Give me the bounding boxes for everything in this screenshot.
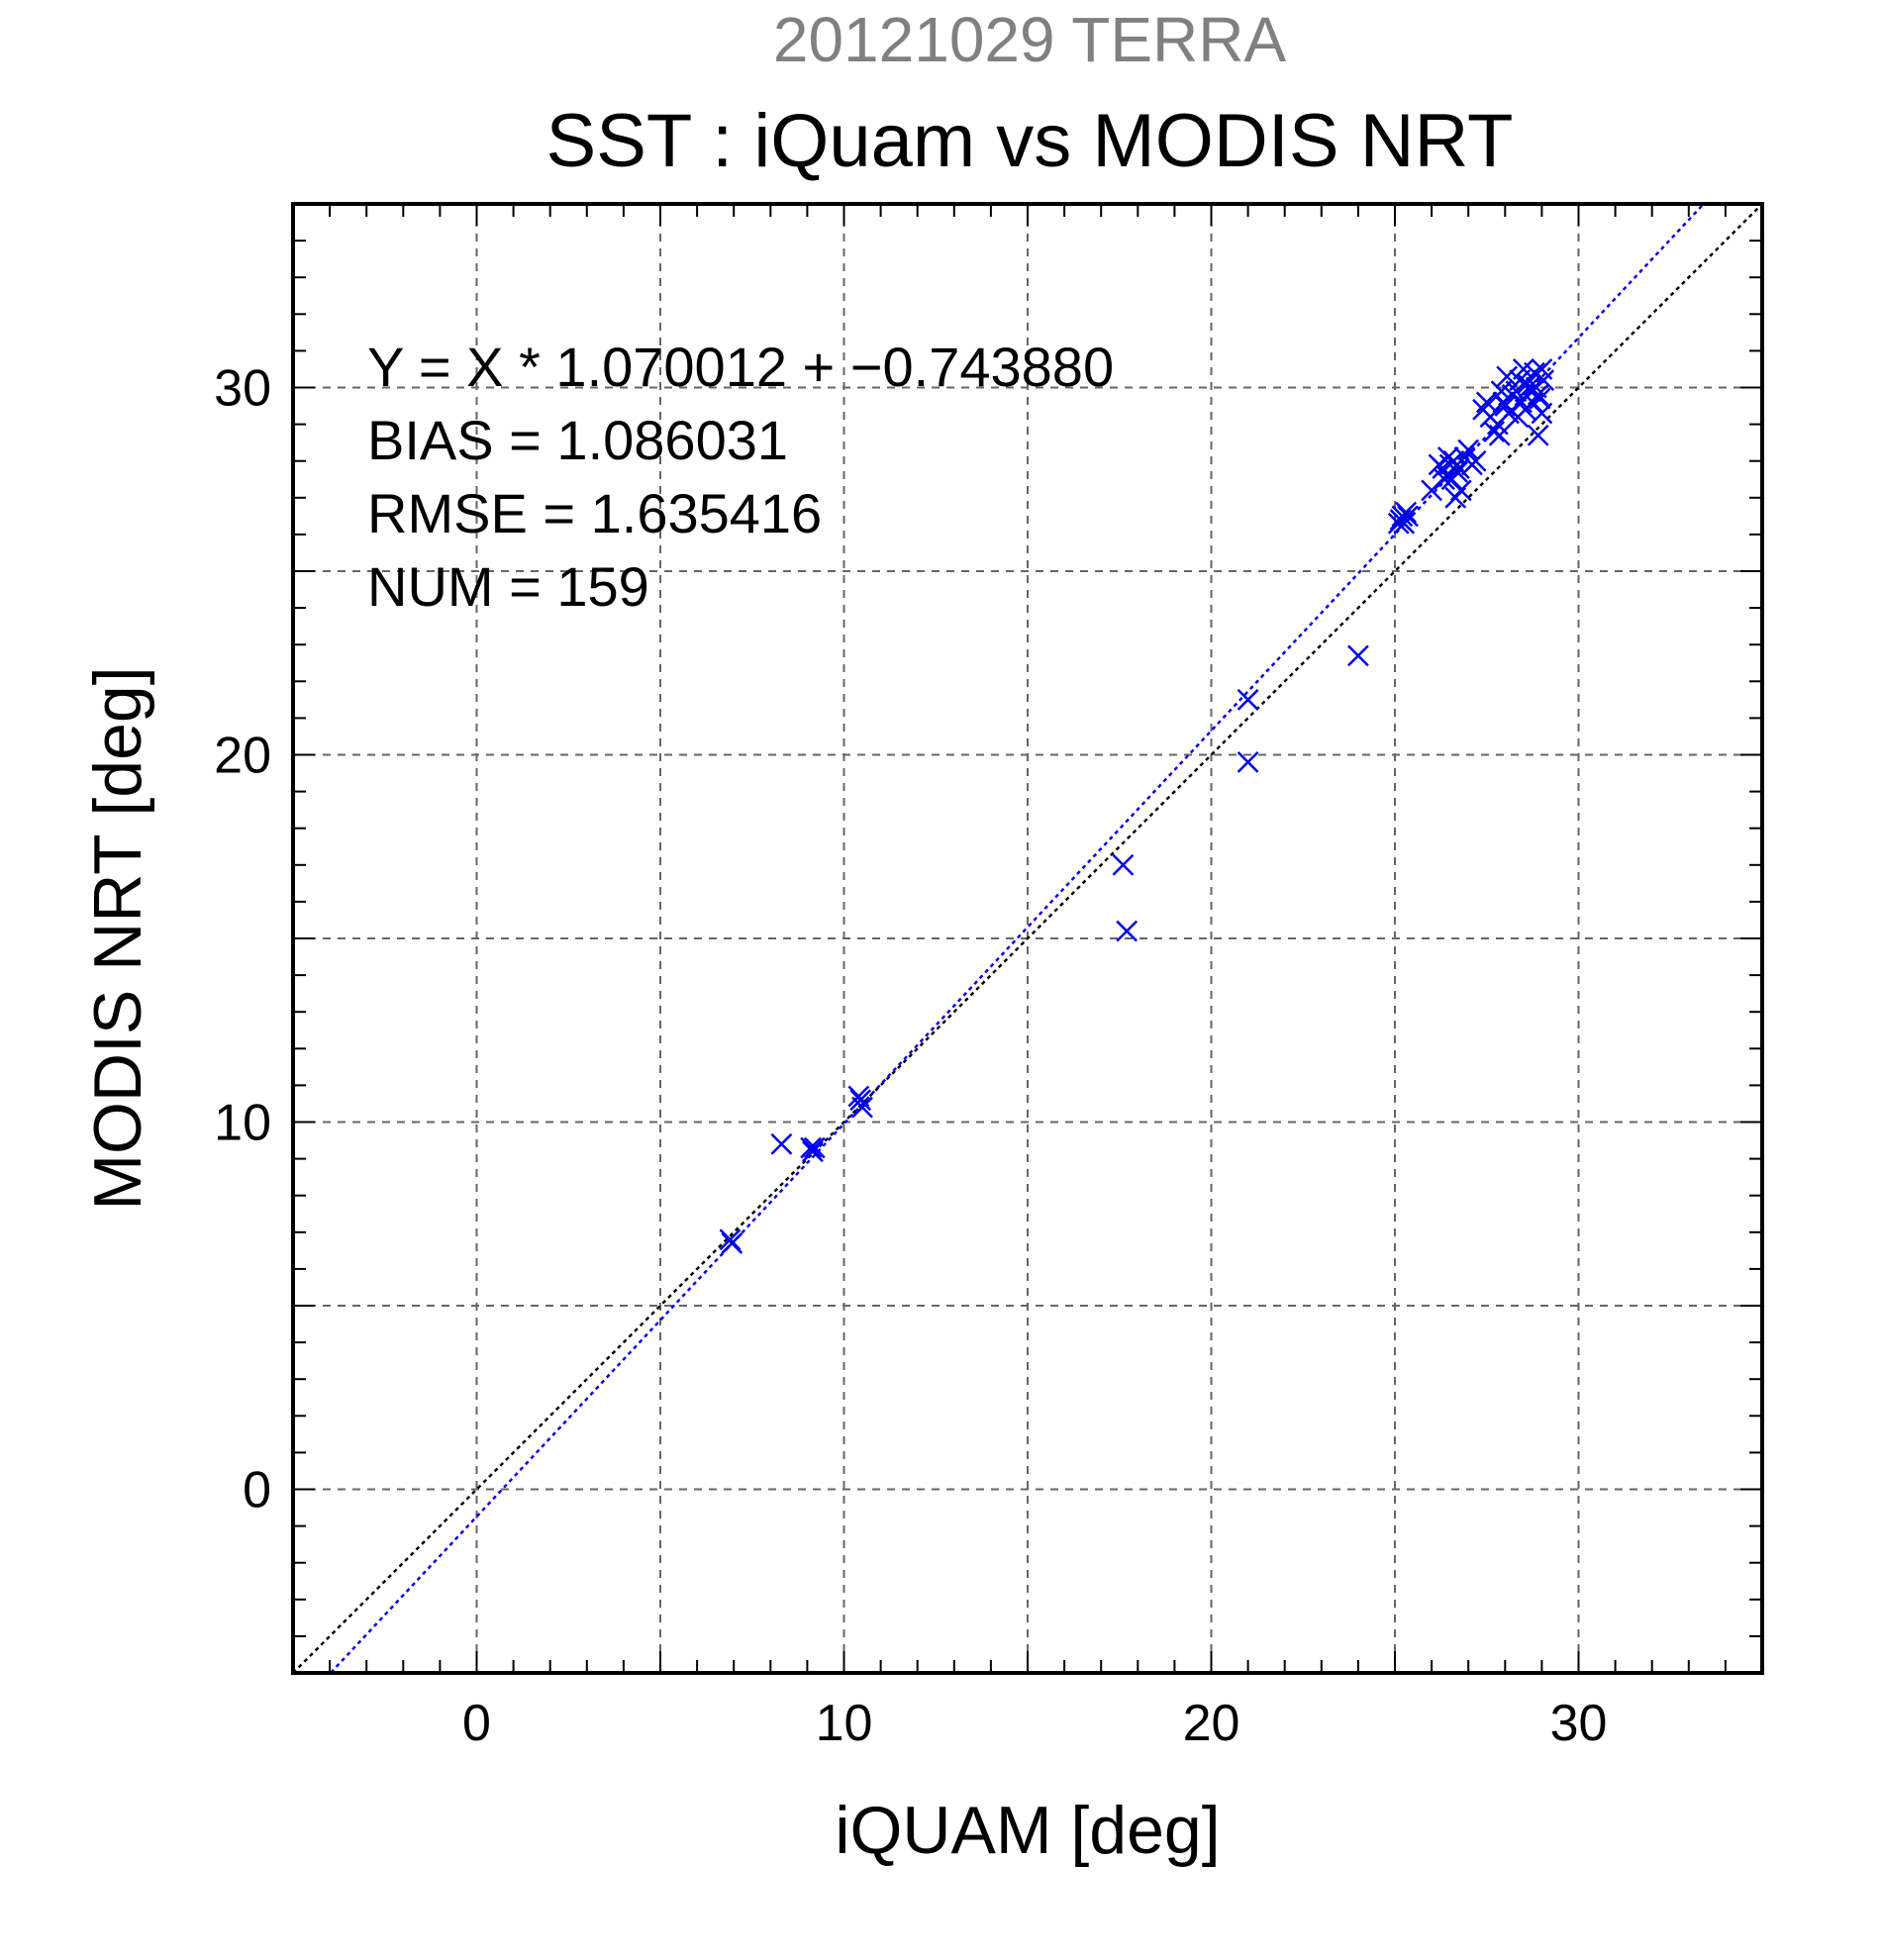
data-point xyxy=(1434,468,1455,491)
data-point xyxy=(1488,424,1511,446)
data-point xyxy=(1387,512,1410,535)
data-point xyxy=(1237,688,1259,711)
stats-line-rmse: RMSE = 1.635416 xyxy=(367,482,822,544)
x-axis-label: iQUAM [deg] xyxy=(835,1793,1220,1868)
data-point xyxy=(1457,439,1480,461)
data-point xyxy=(1511,391,1533,414)
data-point xyxy=(1440,468,1463,491)
data-point xyxy=(1531,402,1553,425)
data-point xyxy=(1475,391,1498,414)
y-tick-label: 0 xyxy=(243,1462,271,1519)
data-point xyxy=(851,1096,873,1119)
tick-labels-layer: 0 10 20 30 0 10 20 30 xyxy=(214,360,1607,1753)
data-point xyxy=(1507,406,1530,429)
stats-annotation: Y = X * 1.070012 + −0.743880 BIAS = 1.08… xyxy=(367,336,1114,618)
chart-supertitle: 20121029 TERRA xyxy=(773,4,1287,75)
data-point xyxy=(1448,457,1470,480)
data-point xyxy=(1527,424,1549,446)
y-tick-label: 30 xyxy=(214,360,271,418)
stats-line-num: NUM = 159 xyxy=(367,555,649,618)
y-axis-label: MODIS NRT [deg] xyxy=(80,666,155,1210)
data-point xyxy=(1496,365,1519,388)
x-tick-label: 0 xyxy=(462,1695,491,1752)
data-point xyxy=(721,1232,743,1254)
identity-line xyxy=(293,204,1762,1673)
data-point xyxy=(1237,751,1259,773)
data-point xyxy=(1389,509,1412,531)
chart-title: SST : iQuam vs MODIS NRT xyxy=(546,99,1514,183)
axes-layer xyxy=(291,202,1764,1675)
x-tick-label: 30 xyxy=(1550,1695,1608,1752)
points-layer xyxy=(719,358,1555,1254)
data-point xyxy=(719,1228,742,1251)
data-point xyxy=(1444,486,1467,509)
data-point xyxy=(770,1132,793,1155)
data-point xyxy=(802,1140,824,1163)
stats-line-equation: Y = X * 1.070012 + −0.743880 xyxy=(367,336,1114,398)
grid-layer xyxy=(293,204,1762,1673)
data-point xyxy=(1483,421,1506,442)
data-point xyxy=(1116,920,1138,942)
data-point xyxy=(1112,853,1135,876)
y-tick-label: 20 xyxy=(214,728,271,785)
data-point xyxy=(1397,505,1419,528)
x-tick-label: 10 xyxy=(816,1695,873,1752)
data-point xyxy=(1494,395,1517,417)
stats-line-bias: BIAS = 1.086031 xyxy=(367,409,788,471)
data-point xyxy=(1464,449,1487,472)
x-tick-label: 20 xyxy=(1183,1695,1240,1752)
data-point xyxy=(800,1136,822,1159)
data-point xyxy=(1347,644,1369,667)
data-point xyxy=(803,1136,826,1159)
y-tick-label: 10 xyxy=(214,1095,271,1152)
data-point xyxy=(849,1089,872,1112)
